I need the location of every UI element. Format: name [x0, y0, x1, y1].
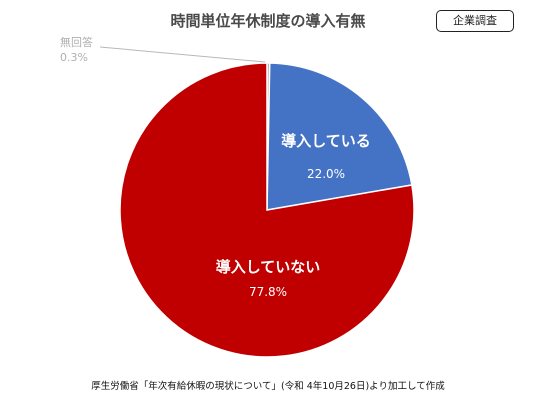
pie-slice-not-introduced [119, 62, 415, 358]
slice-value-no-answer: 0.3% [60, 51, 88, 64]
slice-label-not-introduced: 導入していない [216, 258, 321, 276]
chart-title: 時間単位年休制度の導入有無 [170, 12, 366, 30]
pie-slices [119, 62, 415, 358]
slice-value-introduced: 22.0% [307, 167, 345, 181]
pie-slice-introduced [266, 62, 413, 211]
source-note: 厚生労働省「年次有給休暇の現状について」(令和 4年10月26日)より加工して作… [91, 381, 445, 392]
survey-type-badge: 企業調査 [436, 10, 514, 32]
slice-label-no-answer: 無回答 [60, 35, 93, 49]
slice-label-introduced: 導入している [281, 132, 371, 150]
no-answer-leader-line [99, 46, 266, 63]
slice-value-not-introduced: 77.8% [249, 285, 287, 299]
